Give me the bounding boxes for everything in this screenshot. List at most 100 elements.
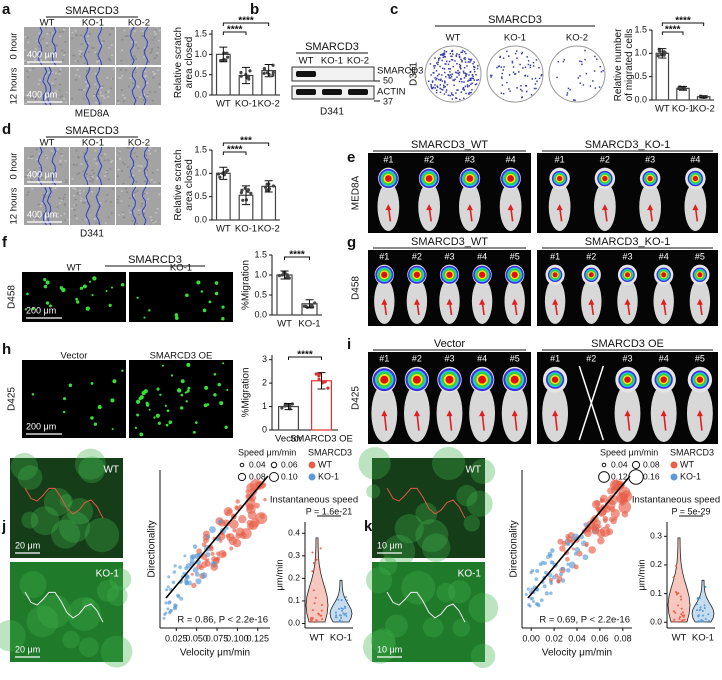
- cell-deco: [501, 84, 504, 86]
- mouse-id: #1: [379, 353, 389, 363]
- cell-deco: [88, 280, 92, 283]
- cell-deco: [469, 91, 471, 94]
- y-tick-label: 0.0: [288, 618, 300, 628]
- point-deco: [679, 615, 682, 618]
- cell-deco: [501, 77, 503, 80]
- point-deco: [311, 618, 314, 621]
- cell-deco: [452, 53, 454, 55]
- arrow-head: [426, 204, 433, 211]
- texture: [34, 98, 37, 101]
- violin-shape: [305, 537, 329, 623]
- group-title: SMARCD3_KO-1: [585, 236, 671, 248]
- point-deco: [565, 556, 570, 562]
- point-deco: [192, 567, 199, 573]
- point-deco: [246, 503, 254, 511]
- texture: [128, 197, 131, 199]
- violin-shape: [667, 537, 691, 623]
- scale-label: 10 μm: [377, 540, 402, 550]
- cell-deco: [186, 389, 190, 393]
- cell-deco: [442, 54, 444, 56]
- cell-deco: [503, 66, 505, 68]
- cell-deco: [430, 85, 433, 87]
- texture: [83, 202, 86, 204]
- texture: [87, 35, 90, 37]
- scratch-edge: [143, 146, 149, 186]
- texture: [41, 99, 44, 102]
- cell-deco: [96, 579, 119, 602]
- cell-deco: [457, 89, 459, 91]
- texture: [146, 94, 149, 96]
- y-axis-label: μm/min: [637, 559, 648, 590]
- cell-deco: [434, 87, 436, 89]
- y-tick-label: 0.0: [194, 214, 207, 224]
- cell-deco: [431, 87, 434, 90]
- well: [548, 45, 606, 103]
- signal: [478, 271, 486, 278]
- texture: [85, 218, 88, 221]
- cell-deco: [401, 570, 436, 605]
- texture: [32, 67, 35, 70]
- x-tick-label: 0.06: [591, 633, 609, 643]
- texture: [58, 89, 61, 92]
- texture: [118, 77, 121, 79]
- texture: [145, 169, 148, 171]
- texture: [64, 160, 67, 162]
- cell-deco: [75, 300, 80, 304]
- point-deco: [618, 500, 632, 514]
- point-deco: [334, 616, 337, 619]
- cell-deco: [90, 416, 94, 420]
- cell-deco: [434, 84, 436, 86]
- x-tick-label: 0.125: [247, 633, 270, 643]
- legend-size: [270, 461, 278, 469]
- x-tick-label: KO-2: [258, 99, 280, 110]
- cell-deco: [433, 65, 435, 67]
- texture: [137, 47, 140, 49]
- y-tick-label: 0.5: [194, 69, 207, 79]
- cell-deco: [534, 77, 537, 80]
- texture: [45, 96, 48, 99]
- point-deco: [549, 591, 553, 596]
- point-deco: [199, 565, 204, 571]
- point-deco: [584, 525, 592, 532]
- texture: [144, 74, 147, 77]
- cell-deco: [66, 497, 94, 525]
- point-deco: [225, 51, 229, 55]
- point-deco: [549, 581, 553, 586]
- cell-line: D341: [409, 62, 420, 86]
- point-deco: [550, 548, 555, 553]
- group-title: SMARCD3_WT: [411, 236, 488, 248]
- cell-deco: [445, 50, 448, 53]
- point-deco: [677, 592, 680, 595]
- texture: [75, 204, 78, 206]
- texture: [61, 101, 64, 103]
- cell-deco: [370, 628, 396, 653]
- cell-deco: [111, 428, 114, 431]
- cell-deco: [442, 54, 445, 56]
- texture: [91, 169, 94, 172]
- cell-deco: [82, 284, 87, 289]
- point-deco: [530, 587, 534, 591]
- x-tick-label: WT: [216, 99, 231, 110]
- cell-deco: [155, 413, 160, 418]
- scratch-edge: [46, 66, 52, 106]
- cell-deco: [31, 393, 35, 396]
- x-axis-label: Velocity μm/min: [180, 648, 250, 659]
- texture: [81, 218, 84, 221]
- texture: [140, 165, 143, 168]
- texture: [61, 30, 64, 33]
- texture: [55, 90, 58, 92]
- point-deco: [588, 546, 596, 554]
- scratch-edge: [129, 146, 135, 186]
- texture: [103, 159, 106, 162]
- cell-deco: [516, 57, 518, 59]
- signal: [660, 376, 667, 383]
- texture: [97, 87, 100, 89]
- x-tick-label: 0.025: [165, 633, 188, 643]
- texture: [91, 47, 94, 49]
- cell-deco: [519, 88, 522, 91]
- texture: [38, 32, 41, 34]
- cell-deco: [222, 362, 225, 365]
- cell-deco: [219, 401, 224, 406]
- texture: [122, 182, 125, 185]
- cell-deco: [459, 66, 461, 68]
